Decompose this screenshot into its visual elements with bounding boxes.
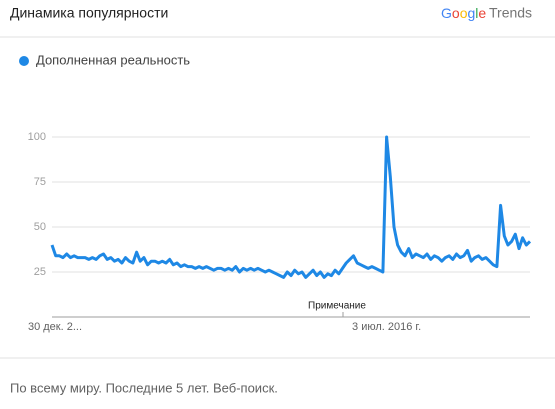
y-tick-label: 50 [34, 221, 46, 233]
logo-trends: Trends [489, 5, 532, 21]
x-tick-label: 30 дек. 2... [28, 321, 82, 333]
logo-google: Google [441, 5, 486, 21]
line [50, 135, 532, 279]
annotation: Примечание [308, 301, 366, 312]
legend-label: Дополненная реальность [36, 52, 190, 67]
y-tick-label: 75 [34, 176, 46, 188]
x-tick-label: 3 июл. 2016 г. [352, 321, 421, 333]
footer: По всему миру. Последние 5 лет. Веб-поис… [10, 380, 278, 395]
legend-dot [19, 56, 29, 66]
chart-title: Динамика популярности [10, 5, 168, 21]
y-tick-label: 100 [28, 131, 46, 143]
y-tick-label: 25 [34, 266, 46, 278]
